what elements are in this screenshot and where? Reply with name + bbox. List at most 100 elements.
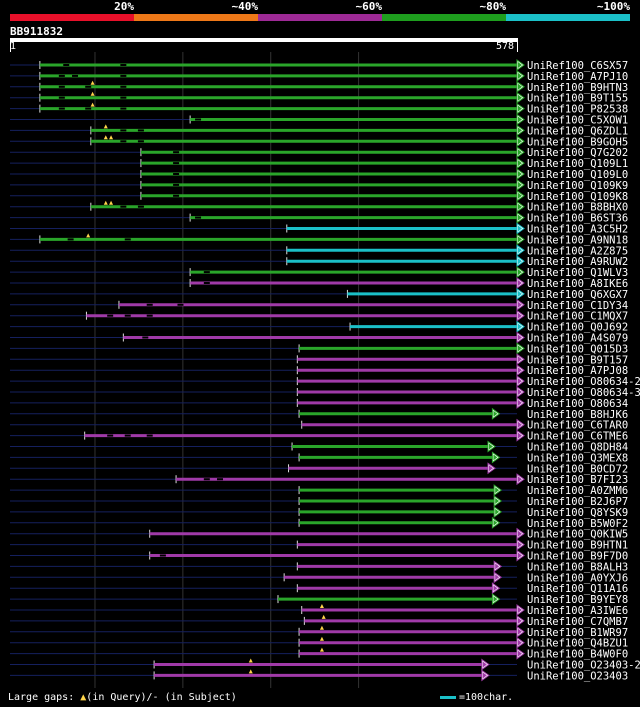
- query-gap-triangle-icon: [109, 135, 114, 140]
- hit-arrow-fill: [495, 508, 500, 515]
- hit-label[interactable]: UniRef100_O80634-2: [527, 376, 640, 388]
- hit-label[interactable]: UniRef100_C1MQX7: [527, 311, 628, 323]
- hit-arrow-fill: [518, 258, 522, 265]
- hit-arrow-fill: [493, 519, 498, 526]
- hit-arrow-fill: [518, 149, 522, 156]
- hit-arrow-fill: [518, 421, 522, 428]
- hit-label[interactable]: UniRef100_C6TME6: [527, 431, 628, 443]
- hit-label[interactable]: UniRef100_C1DY34: [527, 300, 628, 312]
- subject-gap-dash: -: [152, 692, 159, 703]
- hit-label[interactable]: UniRef100_O23403: [527, 670, 628, 682]
- query-gap-triangle-icon: [86, 233, 91, 238]
- hit-label[interactable]: UniRef100_A8IKE6: [527, 278, 628, 290]
- hit-label[interactable]: UniRef100_B9YEY8: [527, 594, 628, 606]
- scale-text: =100char.: [459, 692, 514, 703]
- hit-label[interactable]: UniRef100_C7QMB7: [527, 616, 628, 628]
- hit-label[interactable]: UniRef100_O23403-2: [527, 660, 640, 672]
- hit-label[interactable]: UniRef100_B9HTN3: [527, 82, 628, 94]
- hit-label[interactable]: UniRef100_C6SX57: [527, 60, 628, 72]
- hit-arrow-fill: [518, 269, 522, 276]
- query-gap-triangle-icon: [90, 91, 95, 96]
- hit-label[interactable]: UniRef100_C5XOW1: [527, 115, 628, 127]
- hit-label[interactable]: UniRef100_Q109K9: [527, 180, 628, 192]
- hit-arrow-fill: [518, 378, 522, 385]
- hit-label[interactable]: UniRef100_Q109L1: [527, 158, 628, 170]
- hit-arrow-fill: [518, 650, 522, 657]
- hit-label[interactable]: UniRef100_B9F7D0: [527, 551, 628, 563]
- hit-label[interactable]: UniRef100_B6ST36: [527, 213, 628, 225]
- hit-label[interactable]: UniRef100_Q6XGX7: [527, 289, 628, 301]
- hit-label[interactable]: UniRef100_Q109L0: [527, 169, 628, 181]
- hit-label[interactable]: UniRef100_Q1WLV3: [527, 267, 628, 279]
- hit-arrow-fill: [518, 138, 522, 145]
- hit-label[interactable]: UniRef100_Q8YSK9: [527, 507, 628, 519]
- hit-arrow-fill: [518, 127, 522, 134]
- hit-label[interactable]: UniRef100_Q7G202: [527, 147, 628, 159]
- query-gap-triangle-icon: [248, 669, 253, 674]
- hit-label[interactable]: UniRef100_B9T155: [527, 93, 628, 105]
- hit-label[interactable]: UniRef100_B4W0F0: [527, 649, 628, 661]
- hit-arrow-fill: [518, 181, 522, 188]
- hit-label[interactable]: UniRef100_B0CD72: [527, 463, 628, 475]
- hit-arrow-fill: [518, 192, 522, 199]
- hit-arrow-fill: [518, 356, 522, 363]
- hit-label[interactable]: UniRef100_Q6ZDL1: [527, 125, 628, 137]
- hit-label[interactable]: UniRef100_B9T157: [527, 354, 628, 366]
- hit-label[interactable]: UniRef100_C6TAR0: [527, 420, 628, 432]
- hit-arrow-fill: [518, 389, 522, 395]
- hit-label[interactable]: UniRef100_B9GOH5: [527, 136, 628, 148]
- hit-label[interactable]: UniRef100_Q8DH84: [527, 442, 628, 454]
- hit-arrow-fill: [493, 454, 498, 461]
- hit-arrow-fill: [495, 487, 500, 494]
- hit-label[interactable]: UniRef100_O80634-3: [527, 387, 640, 399]
- hit-label[interactable]: UniRef100_B8ALH3: [527, 561, 628, 573]
- hit-label[interactable]: UniRef100_A3IWE6: [527, 605, 628, 617]
- legend-label: ~60%: [355, 0, 383, 13]
- hit-label[interactable]: UniRef100_A4S079: [527, 333, 628, 345]
- hit-label[interactable]: UniRef100_Q3MEX8: [527, 452, 628, 464]
- hit-label[interactable]: UniRef100_B8HJK6: [527, 409, 628, 421]
- hit-label[interactable]: UniRef100_A9NN18: [527, 234, 628, 246]
- hit-arrow-fill: [518, 607, 522, 613]
- hit-label[interactable]: UniRef100_A7PJ08: [527, 365, 628, 377]
- query-start-label: 1: [10, 41, 17, 52]
- hit-label[interactable]: UniRef100_B8BHX0: [527, 202, 628, 214]
- hit-label[interactable]: UniRef100_O80634: [527, 398, 628, 410]
- hit-arrow-fill: [493, 410, 498, 417]
- query-start-tick: [10, 42, 11, 52]
- hit-label[interactable]: UniRef100_B2J6P7: [527, 496, 628, 508]
- hit-arrow-fill: [518, 334, 522, 341]
- hit-label[interactable]: UniRef100_Q0J692: [527, 322, 628, 334]
- hit-arrow-fill: [518, 171, 522, 177]
- hit-arrow-fill: [495, 498, 500, 504]
- legend-label: 20%: [114, 0, 134, 13]
- hit-label[interactable]: UniRef100_Q015D3: [527, 343, 628, 355]
- hit-label[interactable]: UniRef100_A2Z875: [527, 245, 628, 257]
- legend-label: ~40%: [231, 0, 259, 13]
- hit-label[interactable]: UniRef100_B5W0F2: [527, 518, 628, 530]
- hit-label[interactable]: UniRef100_A3C5H2: [527, 224, 628, 236]
- hit-label[interactable]: UniRef100_Q4BZU1: [527, 638, 628, 650]
- hit-arrow-fill: [495, 563, 500, 570]
- hit-arrow-fill: [518, 203, 522, 210]
- hit-label[interactable]: UniRef100_Q109K8: [527, 191, 628, 203]
- query-gap-triangle-icon: [319, 636, 324, 641]
- hit-label[interactable]: UniRef100_B9HTN1: [527, 540, 628, 552]
- legend-label: ~100%: [596, 0, 630, 13]
- hit-label[interactable]: UniRef100_A0ZMM6: [527, 485, 628, 497]
- legend-segment: [134, 14, 258, 21]
- hit-label[interactable]: UniRef100_B1WR97: [527, 627, 628, 639]
- hit-label[interactable]: UniRef100_B7FI23: [527, 474, 628, 486]
- hit-arrow-fill: [489, 443, 494, 450]
- legend-label: ~80%: [479, 0, 507, 13]
- hit-label[interactable]: UniRef100_A0YXJ6: [527, 572, 628, 584]
- hit-label[interactable]: UniRef100_A9RUW2: [527, 256, 628, 268]
- query-end-tick: [517, 42, 518, 52]
- hit-arrow-fill: [518, 323, 522, 330]
- hit-label[interactable]: UniRef100_A7PJ10: [527, 71, 628, 83]
- hit-label[interactable]: UniRef100_Q0KIW5: [527, 529, 628, 541]
- hit-label[interactable]: UniRef100_Q11A16: [527, 583, 628, 595]
- hit-label[interactable]: UniRef100_P82538: [527, 104, 628, 116]
- hit-arrow-fill: [518, 399, 522, 406]
- hit-arrow-fill: [518, 552, 522, 559]
